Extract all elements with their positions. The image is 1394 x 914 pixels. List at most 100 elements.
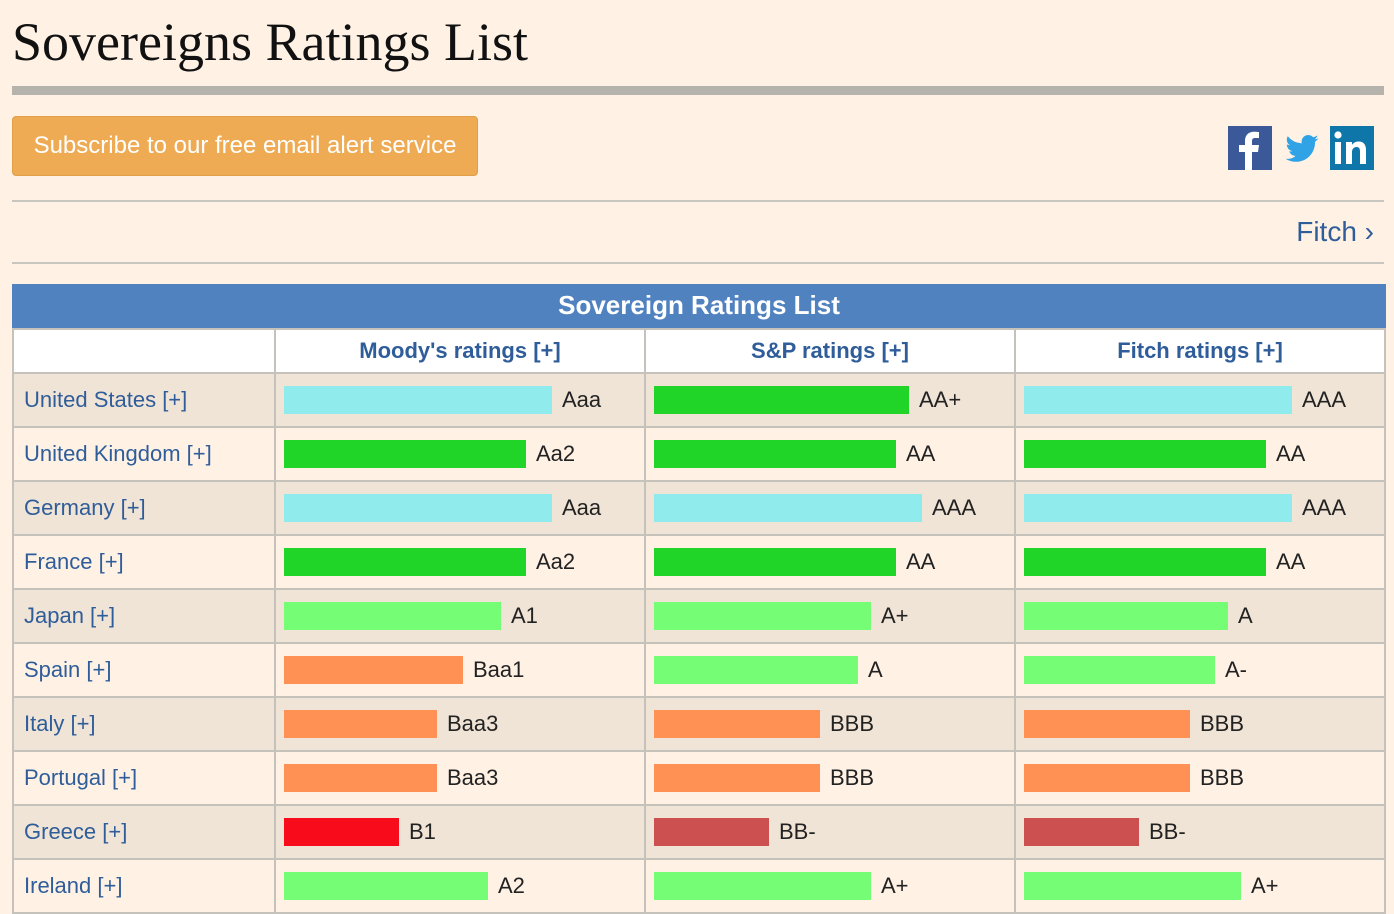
moodys-rating-cell: Aa2 — [274, 534, 646, 590]
rating-bar — [1024, 710, 1190, 738]
fitch-rating-cell: AAA — [1014, 480, 1386, 536]
rating-label: A — [1238, 603, 1253, 628]
rating-bar — [1024, 386, 1292, 414]
sp-rating-cell: BBB — [644, 696, 1016, 752]
country-link[interactable]: Italy [+] — [12, 696, 276, 752]
country-link[interactable]: Japan [+] — [12, 588, 276, 644]
table-row: France [+] Aa2 AA AA — [12, 534, 1386, 590]
fitch-rating-cell: AA — [1014, 534, 1386, 590]
rating-bar — [284, 872, 488, 900]
sp-rating-cell: AA — [644, 534, 1016, 590]
rating-bar — [284, 710, 437, 738]
moodys-rating-cell: B1 — [274, 804, 646, 860]
facebook-icon[interactable] — [1228, 126, 1272, 170]
rating-bar — [284, 440, 526, 468]
moodys-rating-cell: Baa3 — [274, 750, 646, 806]
fitch-rating-cell: BBB — [1014, 750, 1386, 806]
country-link[interactable]: Spain [+] — [12, 642, 276, 698]
rating-label: BB- — [1149, 819, 1186, 844]
table-row: Spain [+] Baa1 A A- — [12, 642, 1386, 698]
country-link[interactable]: United States [+] — [12, 372, 276, 428]
country-link[interactable]: France [+] — [12, 534, 276, 590]
sp-rating-cell: A+ — [644, 588, 1016, 644]
rating-bar — [284, 764, 437, 792]
rating-label: A+ — [1251, 873, 1279, 898]
moodys-rating-cell: Aa2 — [274, 426, 646, 482]
rating-label: AA — [906, 441, 936, 466]
page-title: Sovereigns Ratings List — [12, 12, 528, 72]
sp-rating-cell: BB- — [644, 804, 1016, 860]
country-link[interactable]: Ireland [+] — [12, 858, 276, 914]
country-link[interactable]: Greece [+] — [12, 804, 276, 860]
sp-rating-cell: A+ — [644, 858, 1016, 914]
rating-label: A+ — [881, 873, 909, 898]
moodys-rating-cell: Aaa — [274, 372, 646, 428]
country-link[interactable]: Germany [+] — [12, 480, 276, 536]
divider — [12, 262, 1384, 264]
rating-bar — [1024, 818, 1139, 846]
rating-bar — [284, 494, 552, 522]
rating-bar — [284, 602, 501, 630]
twitter-icon[interactable] — [1284, 130, 1320, 166]
rating-bar — [284, 548, 526, 576]
fitch-rating-cell: A — [1014, 588, 1386, 644]
rating-label: BBB — [830, 765, 875, 790]
country-link[interactable]: United Kingdom [+] — [12, 426, 276, 482]
rating-bar — [1024, 656, 1215, 684]
sp-rating-cell: AA — [644, 426, 1016, 482]
fitch-rating-cell: BBB — [1014, 696, 1386, 752]
moodys-rating-cell: Baa3 — [274, 696, 646, 752]
rating-bar — [654, 764, 820, 792]
table-row: Italy [+] Baa3 BBB BBB — [12, 696, 1386, 752]
rating-label: A1 — [511, 603, 538, 628]
rating-label: AAA — [1302, 495, 1347, 520]
rating-label: A- — [1225, 657, 1247, 682]
fitch-rating-cell: AA — [1014, 426, 1386, 482]
rating-label: Baa3 — [447, 765, 499, 790]
rating-label: Aaa — [562, 387, 602, 412]
header-country — [12, 328, 276, 374]
header-moodys[interactable]: Moody's ratings [+] — [274, 328, 646, 374]
ratings-table: Sovereign Ratings List Moody's ratings [… — [12, 284, 1386, 914]
fitch-rating-cell: BB- — [1014, 804, 1386, 860]
rating-label: B1 — [409, 819, 436, 844]
rating-bar — [654, 872, 871, 900]
table-row: Ireland [+] A2 A+ A+ — [12, 858, 1386, 914]
moodys-rating-cell: A2 — [274, 858, 646, 914]
table-row: Japan [+] A1 A+ A — [12, 588, 1386, 644]
title-divider — [12, 86, 1384, 95]
rating-bar — [654, 602, 871, 630]
fitch-rating-cell: A+ — [1014, 858, 1386, 914]
linkedin-icon[interactable] — [1330, 126, 1374, 170]
fitch-rating-cell: A- — [1014, 642, 1386, 698]
rating-bar — [284, 818, 399, 846]
rating-label: A — [868, 657, 883, 682]
rating-label: Baa3 — [447, 711, 499, 736]
rating-bar — [654, 494, 922, 522]
rating-label: BBB — [1200, 711, 1245, 736]
header-fitch[interactable]: Fitch ratings [+] — [1014, 328, 1386, 374]
sp-rating-cell: AAA — [644, 480, 1016, 536]
rating-label: AAA — [1302, 387, 1347, 412]
table-row: Portugal [+] Baa3 BBB BBB — [12, 750, 1386, 806]
rating-bar — [1024, 764, 1190, 792]
rating-bar — [284, 656, 463, 684]
subscribe-button[interactable]: Subscribe to our free email alert servic… — [12, 116, 478, 176]
country-link[interactable]: Portugal [+] — [12, 750, 276, 806]
moodys-rating-cell: A1 — [274, 588, 646, 644]
rating-label: AA — [906, 549, 936, 574]
rating-label: Aa2 — [536, 441, 576, 466]
next-fitch-link[interactable]: Fitch › — [1296, 216, 1374, 247]
header-sp[interactable]: S&P ratings [+] — [644, 328, 1016, 374]
table-row: Germany [+] Aaa AAA AAA — [12, 480, 1386, 536]
rating-label: AA — [1276, 549, 1306, 574]
moodys-rating-cell: Baa1 — [274, 642, 646, 698]
rating-bar — [1024, 440, 1266, 468]
table-row: United States [+] Aaa AA+ AAA — [12, 372, 1386, 428]
table-row: Greece [+] B1 BB- BB- — [12, 804, 1386, 860]
rating-bar — [1024, 602, 1228, 630]
table-row: United Kingdom [+] Aa2 AA AA — [12, 426, 1386, 482]
rating-bar — [1024, 872, 1241, 900]
rating-label: Aa2 — [536, 549, 576, 574]
sp-rating-cell: A — [644, 642, 1016, 698]
